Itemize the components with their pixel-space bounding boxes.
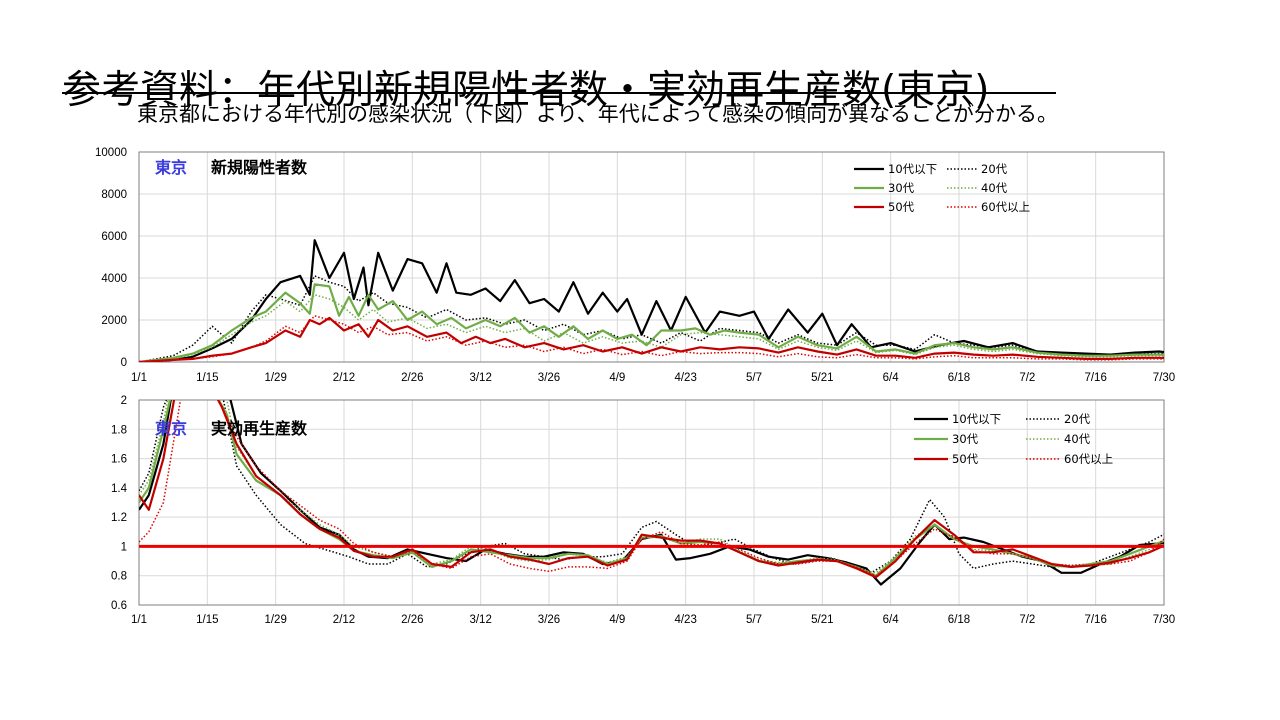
x-tick-label: 7/16 bbox=[1084, 372, 1106, 384]
y-tick-label: 6000 bbox=[101, 231, 127, 243]
y-tick-label: 2000 bbox=[101, 315, 127, 327]
x-tick-label: 4/23 bbox=[674, 372, 696, 384]
y-tick-label: 1.2 bbox=[111, 512, 127, 524]
legend-label: 60代以上 bbox=[981, 200, 1030, 214]
legend: 10代以下 20代 30代 40代 50代 60代以上 bbox=[854, 162, 1030, 214]
slide-title: 参考資料：年代別新規陽性者数・実効再生産数(東京) bbox=[62, 68, 990, 114]
y-tick-label: 1.4 bbox=[111, 483, 128, 495]
slide-subtitle: 東京都における年代別の感染状況（下図）より、年代によって感染の傾向が異なることが… bbox=[137, 102, 1059, 126]
chart-2: 0.6 0.8 1 1.2 1.4 1.6 1.8 2 1/1 1/15 1/29 2/12 2/26 3… bbox=[111, 395, 1175, 626]
series-line-40代 bbox=[139, 294, 1164, 362]
series-line-30代 bbox=[139, 283, 1164, 362]
x-tick-label: 1/29 bbox=[264, 614, 286, 626]
series-line-10代以下 bbox=[139, 239, 1164, 362]
title-underline bbox=[62, 92, 1056, 94]
series-group bbox=[139, 239, 1164, 362]
x-tick-label: 1/1 bbox=[131, 372, 147, 384]
x-tick-label: 7/30 bbox=[1153, 614, 1175, 626]
x-tick-label: 6/18 bbox=[948, 614, 970, 626]
x-tick-label: 4/9 bbox=[609, 614, 625, 626]
legend-label: 10代以下 bbox=[952, 412, 1001, 426]
x-tick-label: 1/15 bbox=[196, 614, 218, 626]
series-group bbox=[139, 400, 1164, 586]
x-tick-label: 2/26 bbox=[401, 614, 423, 626]
x-tick-label: 6/4 bbox=[883, 372, 900, 384]
legend-label: 30代 bbox=[888, 181, 915, 195]
x-tick-label: 7/16 bbox=[1084, 614, 1106, 626]
y-tick-label: 1.8 bbox=[111, 424, 127, 436]
legend-label: 10代以下 bbox=[888, 162, 937, 176]
y-tick-label: 0.6 bbox=[111, 600, 127, 612]
x-tick-label: 2/26 bbox=[401, 372, 423, 384]
x-tick-label: 7/2 bbox=[1019, 614, 1035, 626]
x-tick-label: 5/21 bbox=[811, 372, 833, 384]
series-line-10代以下 bbox=[139, 400, 1164, 586]
x-tick-label: 1/1 bbox=[131, 614, 147, 626]
x-tick-label: 5/7 bbox=[746, 614, 762, 626]
series-line-20代 bbox=[139, 400, 1164, 574]
x-tick-label: 3/12 bbox=[469, 372, 491, 384]
series-line-20代 bbox=[139, 275, 1164, 362]
legend-label: 20代 bbox=[1064, 412, 1091, 426]
y-tick-label: 2 bbox=[121, 395, 127, 407]
series-line-40代 bbox=[139, 400, 1164, 574]
legend: 10代以下 20代 30代 40代 50代 60代以上 bbox=[914, 412, 1113, 466]
legend-label: 50代 bbox=[888, 200, 915, 214]
x-tick-label: 1/15 bbox=[196, 372, 218, 384]
x-tick-label: 5/7 bbox=[746, 372, 762, 384]
chart-title: 新規陽性者数 bbox=[211, 158, 308, 177]
chart-region-label: 東京 bbox=[155, 158, 187, 177]
legend-label: 40代 bbox=[1064, 432, 1091, 446]
chart-title: 実効再生産数 bbox=[211, 419, 308, 438]
y-tick-label: 4000 bbox=[101, 273, 127, 285]
x-tick-label: 2/12 bbox=[333, 372, 355, 384]
x-tick-label: 3/12 bbox=[469, 614, 491, 626]
legend-label: 60代以上 bbox=[1064, 452, 1113, 466]
series-line-60代以上 bbox=[139, 315, 1164, 362]
x-tick-label: 6/18 bbox=[948, 372, 970, 384]
plot-area bbox=[138, 151, 1165, 363]
x-tick-label: 6/4 bbox=[883, 614, 900, 626]
x-tick-label: 2/12 bbox=[333, 614, 355, 626]
legend-label: 40代 bbox=[981, 181, 1008, 195]
y-tick-label: 1 bbox=[121, 541, 127, 553]
chart-1: 0 2000 4000 6000 8000 10000 1/1 1/15 1/29 2/12 2/2… bbox=[95, 147, 1175, 384]
y-tick-label: 1.6 bbox=[111, 454, 127, 466]
y-tick-label: 10000 bbox=[95, 147, 127, 159]
y-tick-label: 8000 bbox=[101, 189, 127, 201]
x-tick-label: 7/2 bbox=[1019, 372, 1035, 384]
legend-label: 50代 bbox=[952, 452, 979, 466]
legend-label: 30代 bbox=[952, 432, 979, 446]
x-tick-label: 1/29 bbox=[264, 372, 286, 384]
x-tick-label: 5/21 bbox=[811, 614, 833, 626]
y-tick-label: 0.8 bbox=[111, 571, 127, 583]
y-tick-label: 0 bbox=[121, 357, 127, 369]
x-tick-label: 3/26 bbox=[538, 372, 560, 384]
series-line-50代 bbox=[139, 400, 1164, 579]
x-tick-label: 3/26 bbox=[538, 614, 560, 626]
x-tick-label: 4/23 bbox=[674, 614, 696, 626]
x-tick-label: 7/30 bbox=[1153, 372, 1175, 384]
legend-label: 20代 bbox=[981, 162, 1008, 176]
series-line-50代 bbox=[139, 316, 1164, 362]
x-tick-label: 4/9 bbox=[609, 372, 625, 384]
chart-region-label: 東京 bbox=[155, 419, 187, 438]
